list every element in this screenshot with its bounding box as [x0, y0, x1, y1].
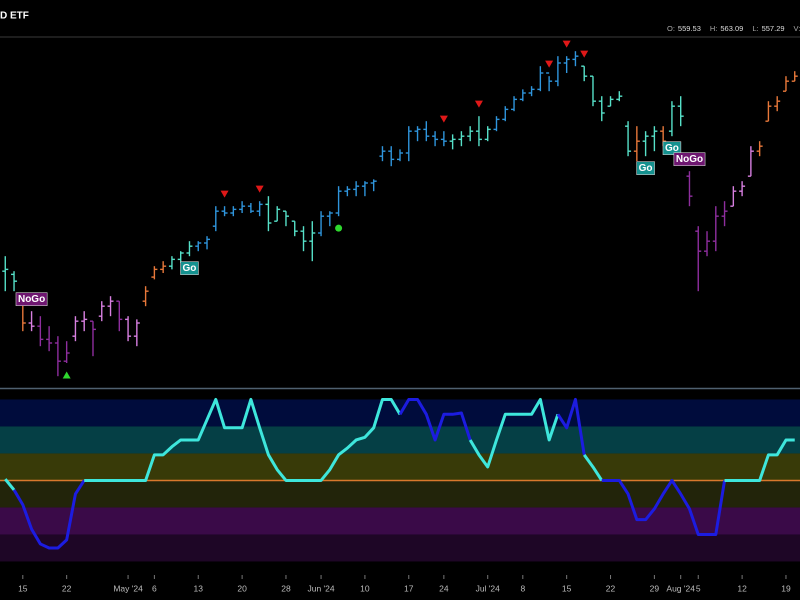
label-box	[180, 261, 199, 275]
x-tick-label: 22	[606, 583, 616, 593]
signal-triangle	[545, 60, 554, 68]
quote-label: L:	[752, 24, 758, 33]
symbol: D ETF	[0, 11, 29, 22]
x-tick-label: 10	[360, 583, 370, 593]
oscillator-band	[0, 426, 800, 454]
signal-triangle	[62, 371, 71, 379]
quote-value: 557.29	[762, 24, 785, 33]
label-text: NoGo	[18, 294, 45, 305]
x-tick-label: Jun '24	[307, 583, 334, 593]
x-tick-label: 5	[696, 583, 701, 593]
x-tick-label: 20	[237, 583, 247, 593]
signal-triangle	[255, 185, 264, 193]
oscillator-band	[0, 507, 800, 535]
x-tick-label: Jul '24	[476, 583, 501, 593]
label-box	[662, 141, 682, 155]
x-tick-label: 15	[562, 583, 572, 593]
x-tick-label: Aug '24	[666, 583, 695, 593]
oscillator-line	[556, 397, 586, 456]
x-tick-label: 17	[404, 583, 414, 593]
signal-dot	[335, 224, 343, 232]
regime-label: NoGo	[673, 152, 706, 166]
oscillator-band	[0, 534, 800, 562]
quote-value: 563.09	[720, 24, 743, 33]
label-text: NoGo	[676, 154, 703, 165]
signal-triangle	[474, 100, 483, 108]
x-tick-label: May '24	[113, 583, 143, 593]
quote-label: V:	[794, 24, 800, 33]
label-text: Go	[639, 163, 653, 174]
label-box	[15, 292, 48, 306]
x-tick-label: 8	[520, 583, 525, 593]
label-box	[636, 161, 655, 175]
label-text: Go	[183, 263, 197, 274]
oscillator-band	[0, 453, 800, 481]
regime-label: Go	[662, 141, 682, 155]
oscillator-line	[398, 397, 472, 442]
quote-label: O:	[667, 24, 675, 33]
x-tick-label: 24	[439, 583, 449, 593]
oscillator-line	[724, 438, 795, 482]
x-tick-label: 13	[194, 583, 204, 593]
oscillator-line	[12, 479, 86, 550]
quote-label: H:	[710, 24, 718, 33]
label-box	[673, 152, 706, 166]
x-tick-label: 6	[152, 583, 157, 593]
quote-value: 559.53	[678, 24, 701, 33]
signal-triangle	[580, 50, 589, 58]
signal-triangle	[562, 40, 571, 48]
x-tick-label: 29	[650, 583, 660, 593]
x-tick-label: 28	[281, 583, 291, 593]
signal-triangle	[439, 115, 448, 123]
regime-label: NoGo	[15, 292, 48, 306]
oscillator-line	[601, 478, 727, 536]
x-tick-label: 22	[62, 583, 72, 593]
x-tick-label: 15	[18, 583, 28, 593]
oscillator-line	[4, 478, 16, 491]
x-tick-label: 12	[737, 583, 747, 593]
oscillator-line	[84, 397, 402, 482]
oscillator-line	[582, 453, 604, 482]
label-text: Go	[665, 143, 679, 154]
regime-label: Go	[636, 161, 655, 175]
signal-triangle	[220, 190, 229, 198]
x-tick-label: 19	[781, 583, 791, 593]
oscillator-line	[468, 397, 560, 469]
oscillator-band	[0, 480, 800, 508]
regime-label: Go	[180, 261, 199, 275]
